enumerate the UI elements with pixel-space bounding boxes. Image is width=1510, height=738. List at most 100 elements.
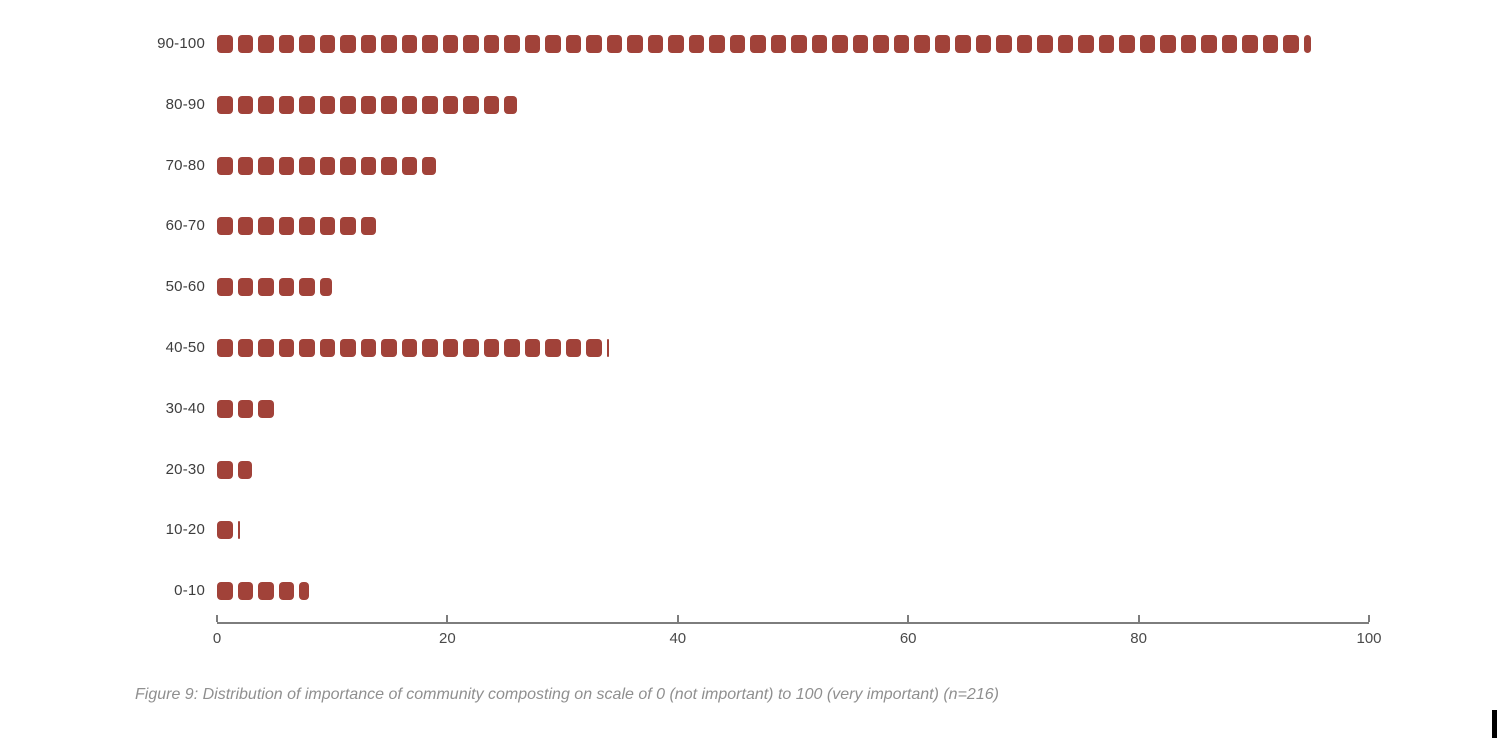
bar-segment-square [545,35,561,53]
bar-segment-square [688,35,705,53]
x-axis-tick [446,615,449,622]
bar-segment-square [237,95,254,114]
bar-segment-square [278,156,295,175]
bar-segment-square [401,339,418,357]
bar-segment-square [442,35,459,53]
bar-segment-square [217,35,233,53]
bar-segment-square [955,35,971,53]
bar-segment-square [668,35,684,53]
x-axis-tick [907,615,910,622]
bar-segment-square [1078,35,1094,53]
y-axis-label: 70-80 [165,156,205,174]
bar-segment-square [278,339,295,357]
bar-segment-square [299,278,315,297]
bar-segment-square [463,339,479,357]
bar-segment-square [217,399,233,418]
bar-segment-square [463,95,479,114]
bar-segment-square [1201,35,1217,53]
bar-segment-square [504,35,520,53]
bar-segment-square [832,35,848,53]
bar-segment-square [258,217,274,236]
bar-segment-square [873,35,889,53]
y-axis-label: 0-10 [174,582,205,600]
bar-segment-square [258,35,274,53]
bar-segment-square [1221,35,1238,53]
x-axis-tick-label: 20 [439,630,456,647]
x-axis-tick-label: 40 [669,630,687,647]
bar-segment-square [852,35,869,53]
bar-segment-square [586,35,602,53]
bar-segment-square [996,35,1012,53]
bar-segment-square [565,339,582,357]
bar-segment-square [319,339,336,357]
bar-segment-square [319,217,336,236]
bar-segment-square [381,35,397,53]
bar-segment-square [360,156,377,175]
bar-segment-square [278,278,295,297]
bar-segment-square [237,217,254,236]
bar-segment-square [1160,35,1176,53]
bar-segment-square [278,217,295,236]
bar-segment-square [299,339,315,357]
cursor-artifact [1492,710,1497,738]
bar-segment-square [483,95,500,114]
bar-segment-square [237,460,252,479]
bar-segment-square [340,217,356,236]
bar-segment-square [381,339,397,357]
x-axis-tick-label: 80 [1130,630,1147,647]
bar-segment-square [729,35,746,53]
bar-segment-square [606,35,623,53]
bar-segment-square [791,35,807,53]
bar-segment-square [1098,35,1115,53]
bar-segment-square [750,35,766,53]
y-axis-label: 10-20 [165,521,205,539]
y-axis-label: 30-40 [165,399,205,417]
bar-segment-square [1139,35,1156,53]
bar-segment-square [1180,35,1197,53]
bar-segment-square [709,35,725,53]
bar-segment-square [1242,35,1258,53]
bar-segment-square [483,35,500,53]
bar-segment-square [893,35,910,53]
bar-segment-square [811,35,828,53]
bar-segment-square [299,156,315,175]
bar-segment-square [278,35,295,53]
y-axis-label: 80-90 [165,95,205,113]
bar-segment-square [975,35,992,53]
y-axis-label: 20-30 [165,460,205,478]
bar-segment-square [545,339,561,357]
bar-segment-square [422,35,438,53]
bar-segment-square [319,156,336,175]
bar-segment-square [586,339,602,357]
bar-segment-square [934,35,951,53]
bar-segment-square [381,95,397,114]
bar-segment-square [401,35,418,53]
bar-segment-square [504,95,517,114]
bar-segment-square [340,35,356,53]
x-axis-tick [1137,615,1140,622]
bar-segment-square [217,460,233,479]
bar-segment-square [258,582,274,601]
bar-segment-square [340,95,356,114]
bar-segment-square [217,95,233,114]
figure-caption: Figure 9: Distribution of importance of … [135,686,999,703]
bar-segment-square [319,35,336,53]
y-axis-label: 50-60 [165,278,205,296]
bar-segment-square [319,95,336,114]
bar-segment-square [237,278,254,297]
y-axis-label: 60-70 [165,217,205,235]
bar-segment-square [422,95,438,114]
bar-segment-square [237,399,254,418]
bar-segment-square [483,339,500,357]
bar-segment-square [299,95,315,114]
bar-segment-square [1283,35,1299,53]
y-axis-label: 90-100 [157,35,205,52]
bar-segment-square [524,339,541,357]
bar-segment-square [463,35,479,53]
bar-segment-square [360,95,377,114]
bar-segment-square [422,339,438,357]
bar-segment-square [770,35,787,53]
bar-segment-square [258,278,274,297]
bar-segment-square [237,521,241,540]
